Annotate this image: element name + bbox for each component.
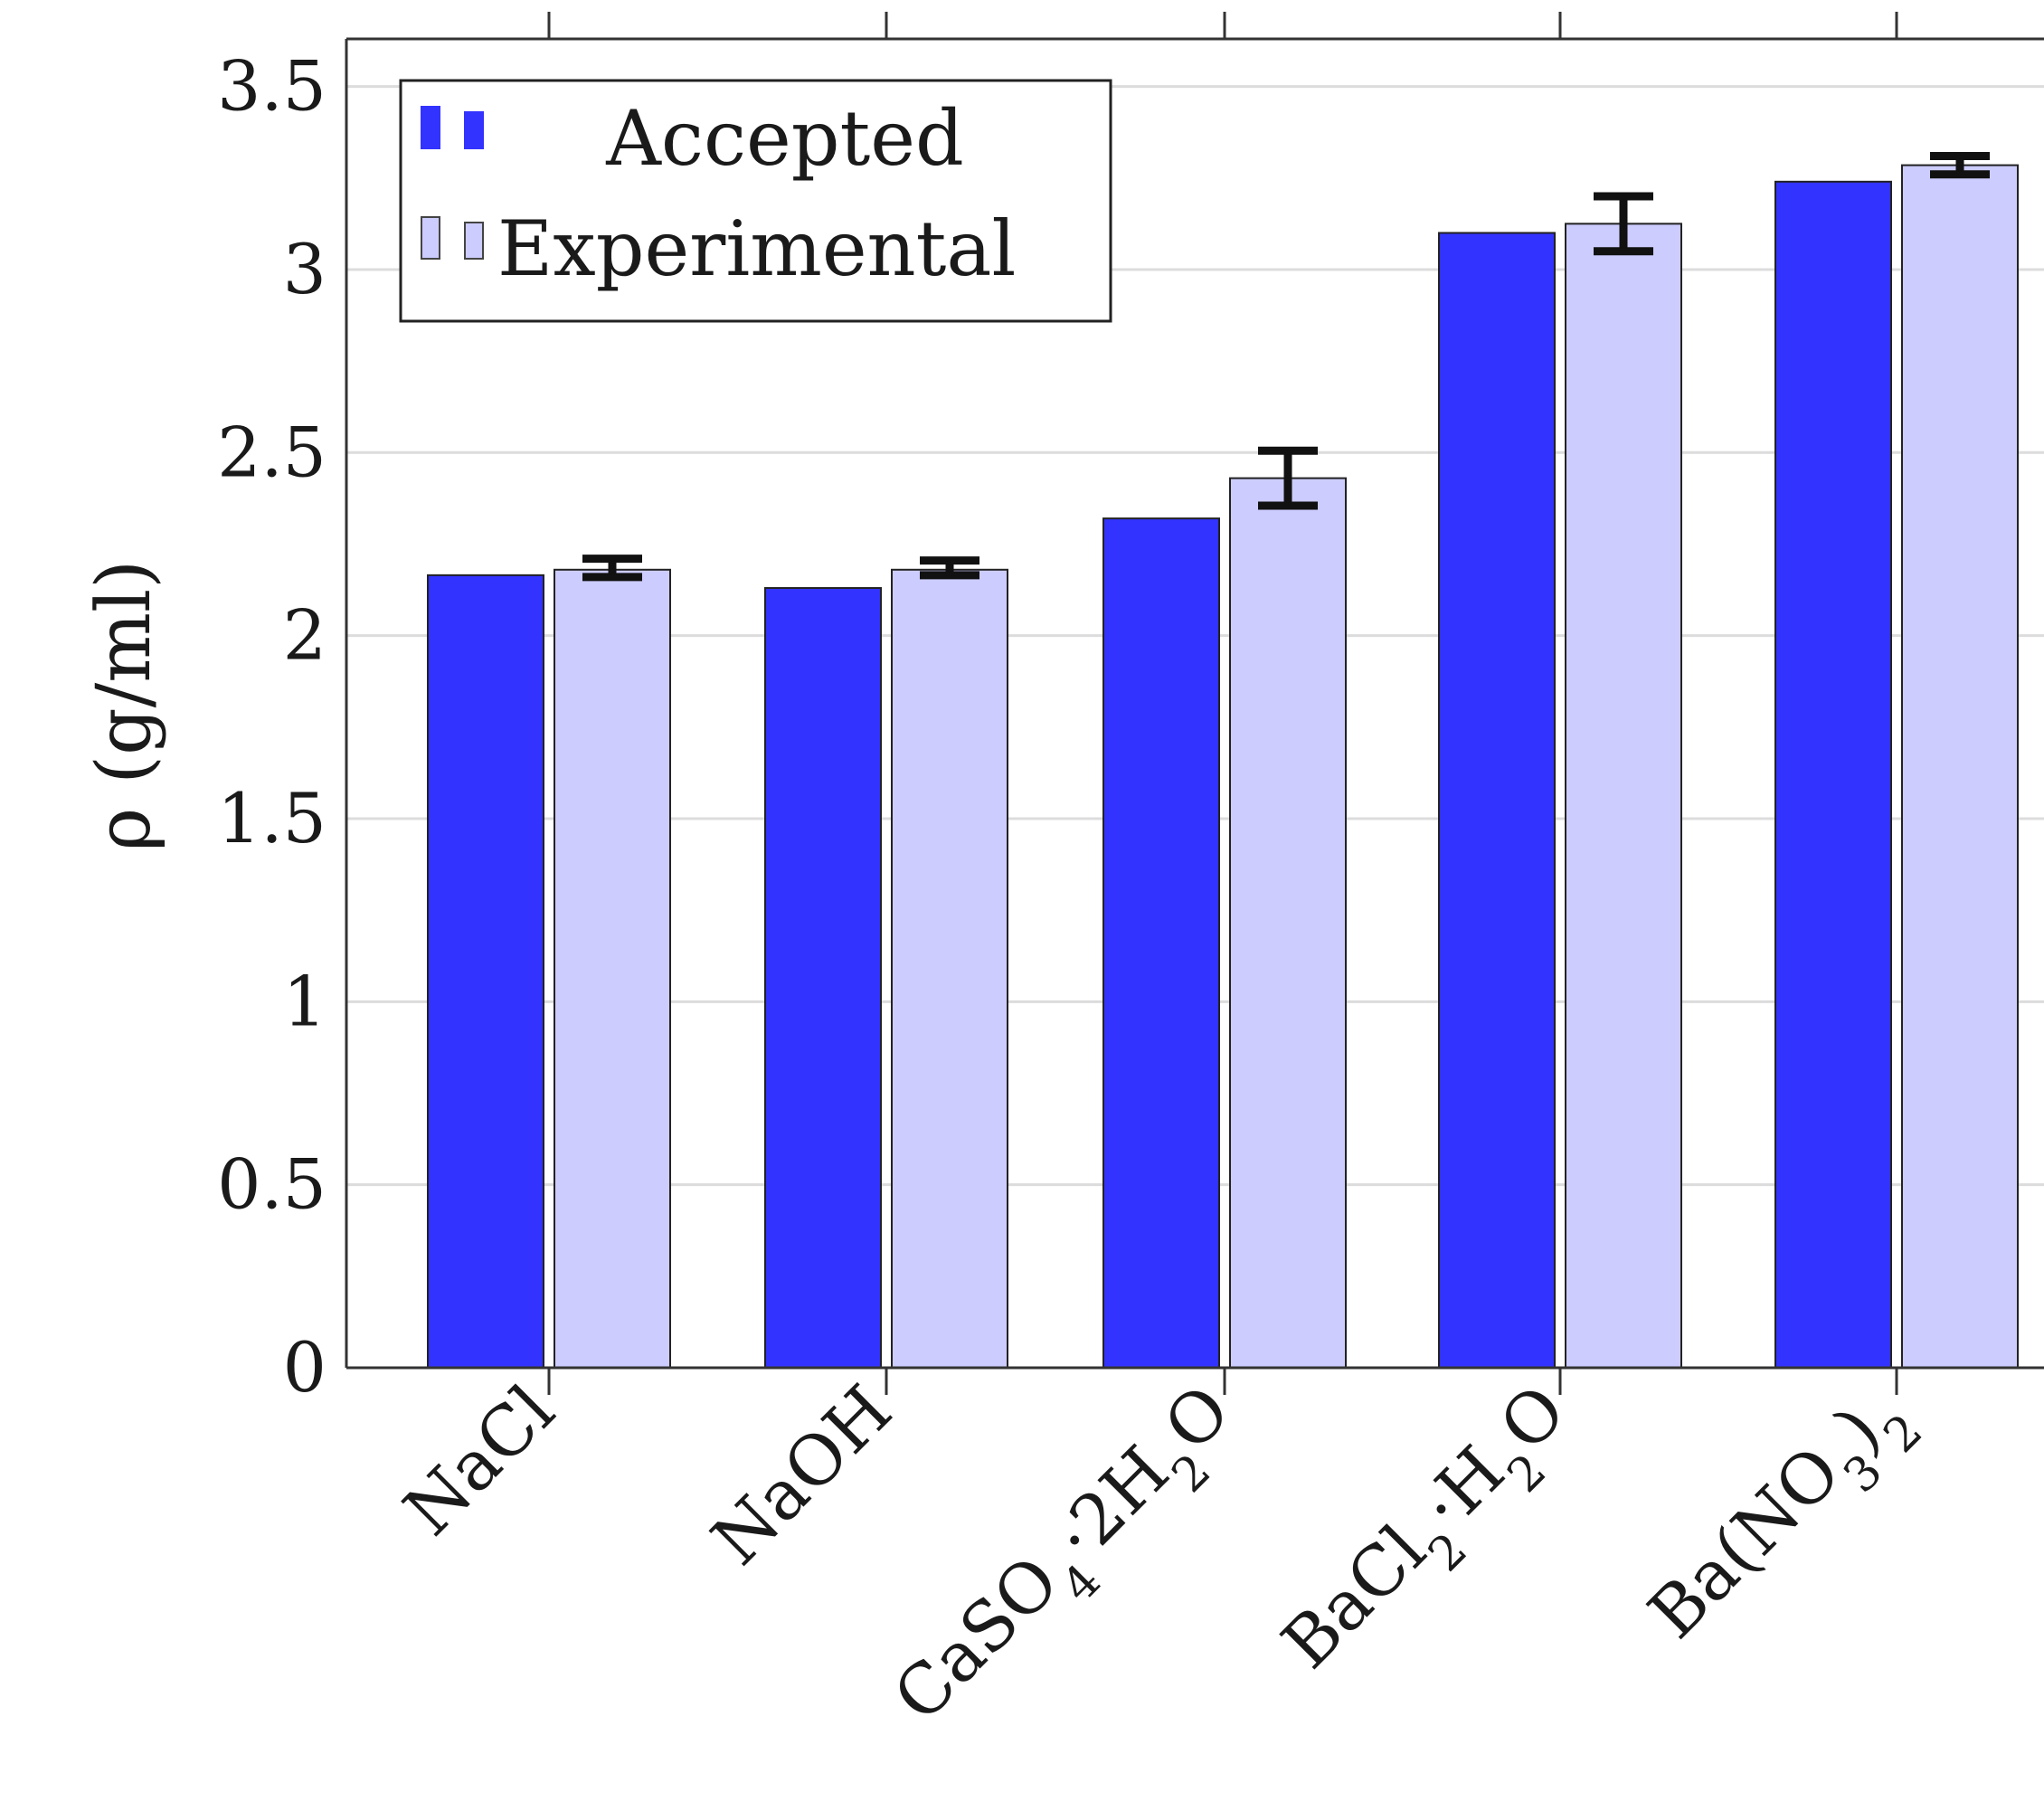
x-tick-label: CaSO4·2H2O: [878, 1370, 1262, 1753]
bar-accepted-3: [1438, 232, 1556, 1370]
legend-swatch: [464, 222, 484, 260]
x-tick-label: BaCl2·H2O: [1266, 1370, 1596, 1700]
y-tick-label: 0.5: [217, 1144, 326, 1225]
legend: Accepted Experimental: [399, 79, 1112, 323]
y-tick-label: 1: [283, 961, 326, 1041]
error-bars-layer: [582, 151, 1990, 582]
bar-experimental-4: [1901, 164, 2019, 1369]
bar-accepted-2: [1102, 517, 1220, 1369]
legend-swatch: [421, 216, 440, 260]
legend-label: Experimental: [497, 204, 1016, 293]
bar-accepted-0: [427, 574, 544, 1369]
axes-layer: [345, 12, 2044, 1395]
y-tick-label: 2: [283, 595, 326, 676]
x-tick-label: NaOH: [696, 1370, 907, 1580]
y-tick-labels: 0 0.5 1 1.5 2 2.5 3 3.5: [217, 46, 326, 1408]
bar-experimental-2: [1229, 477, 1347, 1369]
x-tick-label: NaCl: [388, 1370, 569, 1550]
y-tick-label: 2.5: [217, 412, 326, 492]
bar-experimental-0: [554, 568, 671, 1369]
bar-accepted-4: [1774, 180, 1892, 1370]
legend-swatch: [464, 111, 484, 149]
x-tick-label: Ba(NO3)2: [1632, 1370, 1933, 1670]
legend-swatch: [421, 106, 440, 149]
legend-box: [399, 79, 1112, 323]
bar-experimental-1: [891, 568, 1008, 1369]
legend-label: Accepted: [605, 94, 963, 183]
bar-experimental-3: [1565, 223, 1682, 1370]
y-tick-label: 0: [283, 1327, 326, 1408]
bars-layer: [427, 164, 2019, 1370]
bar-accepted-1: [764, 587, 882, 1369]
y-tick-label: 3.5: [217, 46, 326, 127]
y-tick-label: 1.5: [217, 778, 326, 858]
y-axis-title: ρ (g/ml): [81, 560, 167, 851]
y-tick-label: 3: [283, 229, 326, 309]
